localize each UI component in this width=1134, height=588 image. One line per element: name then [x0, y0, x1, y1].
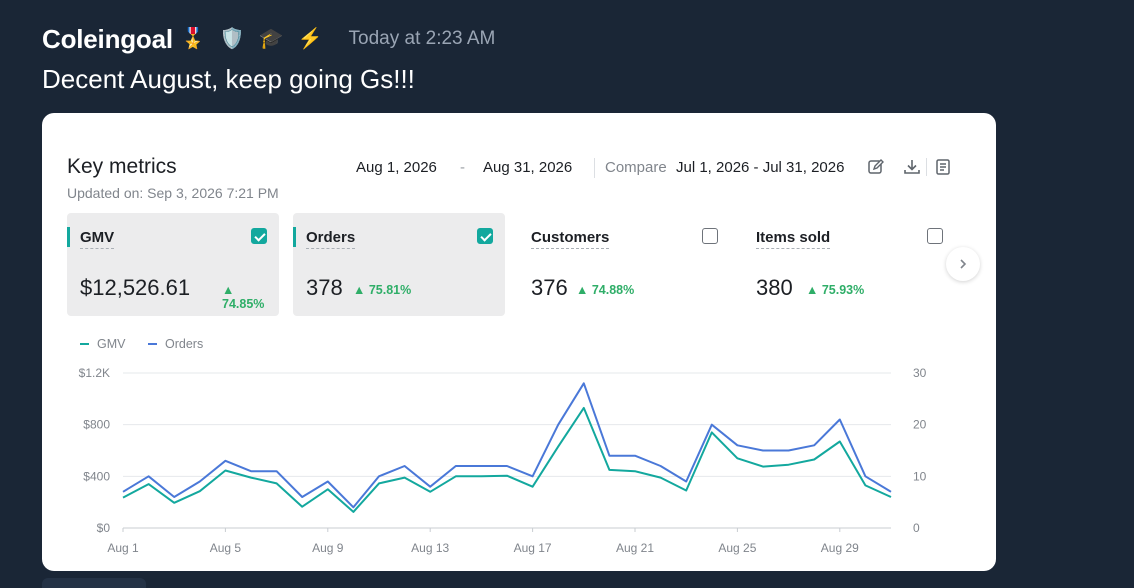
shield-icon[interactable]: 🛡️: [219, 28, 245, 50]
x-tick-label: Aug 17: [514, 541, 552, 555]
x-tick-label: Aug 5: [210, 541, 242, 555]
document-icon: [936, 159, 950, 175]
next-message-edge: [42, 578, 146, 588]
series-line-orders: [122, 382, 892, 509]
legend-label: Orders: [165, 337, 204, 351]
metric-change: ▲ 74.88%: [576, 283, 635, 297]
x-tick-label: Aug 1: [107, 541, 139, 555]
metric-value: 380: [756, 275, 793, 300]
compare-range: Jul 1, 2026 - Jul 31, 2026: [676, 159, 845, 176]
next-metrics-button: [946, 247, 980, 281]
message-text: Decent August, keep going Gs!!!: [42, 64, 415, 94]
lightning-icon[interactable]: ⚡: [297, 28, 323, 50]
y-left-tick-label: $800: [83, 418, 110, 432]
image-attachment[interactable]: Key metrics Updated on: Sep 3, 2026 7:21…: [42, 113, 996, 571]
metric-label: Items sold: [756, 229, 831, 249]
legend-item-orders: Orders: [148, 337, 203, 351]
legend-item-gmv: GMV: [80, 337, 125, 351]
metric-card-gmv: GMV $12,526.61 ▲ 74.85%: [67, 213, 279, 316]
y-left-tick-label: $400: [83, 469, 110, 483]
divider: [594, 158, 595, 178]
x-tick-label: Aug 21: [616, 541, 654, 555]
toolbar-divider: [926, 158, 927, 176]
y-right-tick-label: 20: [913, 418, 927, 432]
x-tick-label: Aug 13: [411, 541, 449, 555]
user-badges: 🎖️ 🛡️ 🎓 ⚡: [181, 29, 323, 49]
y-left-tick-label: $0: [97, 521, 111, 535]
metric-value: $12,526.61: [80, 275, 191, 300]
date-end: Aug 31, 2026: [483, 159, 573, 176]
metric-card-customers: Customers 376 ▲ 74.88%: [518, 213, 730, 316]
graduation-cap-icon[interactable]: 🎓: [258, 28, 284, 50]
metric-checkbox: [927, 228, 943, 244]
legend-swatch: [148, 343, 157, 345]
y-right-tick-label: 30: [913, 366, 927, 380]
metric-checkbox: [702, 228, 718, 244]
legend-label: GMV: [97, 337, 126, 351]
dashboard-title: Key metrics: [67, 155, 177, 178]
date-separator: -: [460, 159, 465, 176]
y-right-tick-label: 10: [913, 469, 927, 483]
x-tick-label: Aug 29: [821, 541, 859, 555]
edit-icon: [868, 159, 884, 174]
message-header: Coleingoal 🎖️ 🛡️ 🎓 ⚡ Today at 2:23 AM: [42, 22, 495, 56]
metric-label: GMV: [80, 229, 115, 249]
x-tick-label: Aug 9: [312, 541, 344, 555]
metric-value: 376: [531, 275, 568, 300]
chevron-right-icon: [960, 259, 967, 269]
message-timestamp[interactable]: Today at 2:23 AM: [348, 28, 496, 49]
series-line-gmv: [122, 406, 892, 513]
username[interactable]: Coleingoal: [42, 23, 173, 54]
metric-change: ▲ 74.85%: [222, 283, 265, 311]
metric-checkbox: [251, 228, 267, 244]
metric-card-orders: Orders 378 ▲ 75.81%: [293, 213, 505, 316]
legend-swatch: [80, 343, 89, 345]
metric-change: ▲ 75.93%: [806, 283, 865, 297]
line-chart: $0 $400 $800 $1.2K 0 10 20 30 Aug 1 Aug 5 Aug 9 Aug…: [79, 366, 927, 555]
updated-time: Updated on: Sep 3, 2026 7:21 PM: [67, 185, 279, 201]
selected-indicator: [293, 227, 296, 247]
y-left-tick-label: $1.2K: [79, 366, 110, 380]
x-tick-label: Aug 25: [718, 541, 756, 555]
selected-indicator: [67, 227, 70, 247]
date-start: Aug 1, 2026: [356, 159, 437, 176]
metric-label: Customers: [531, 229, 610, 249]
metric-card-items-sold: Items sold 380 ▲ 75.93%: [743, 213, 955, 316]
metric-change: ▲ 75.81%: [353, 283, 412, 297]
y-right-tick-label: 0: [913, 521, 920, 535]
compare-label: Compare: [605, 159, 667, 176]
download-icon: [904, 160, 920, 174]
metric-value: 378: [306, 275, 343, 300]
metric-checkbox: [477, 228, 493, 244]
metric-label: Orders: [306, 229, 356, 249]
medal-icon[interactable]: 🎖️: [180, 28, 206, 50]
